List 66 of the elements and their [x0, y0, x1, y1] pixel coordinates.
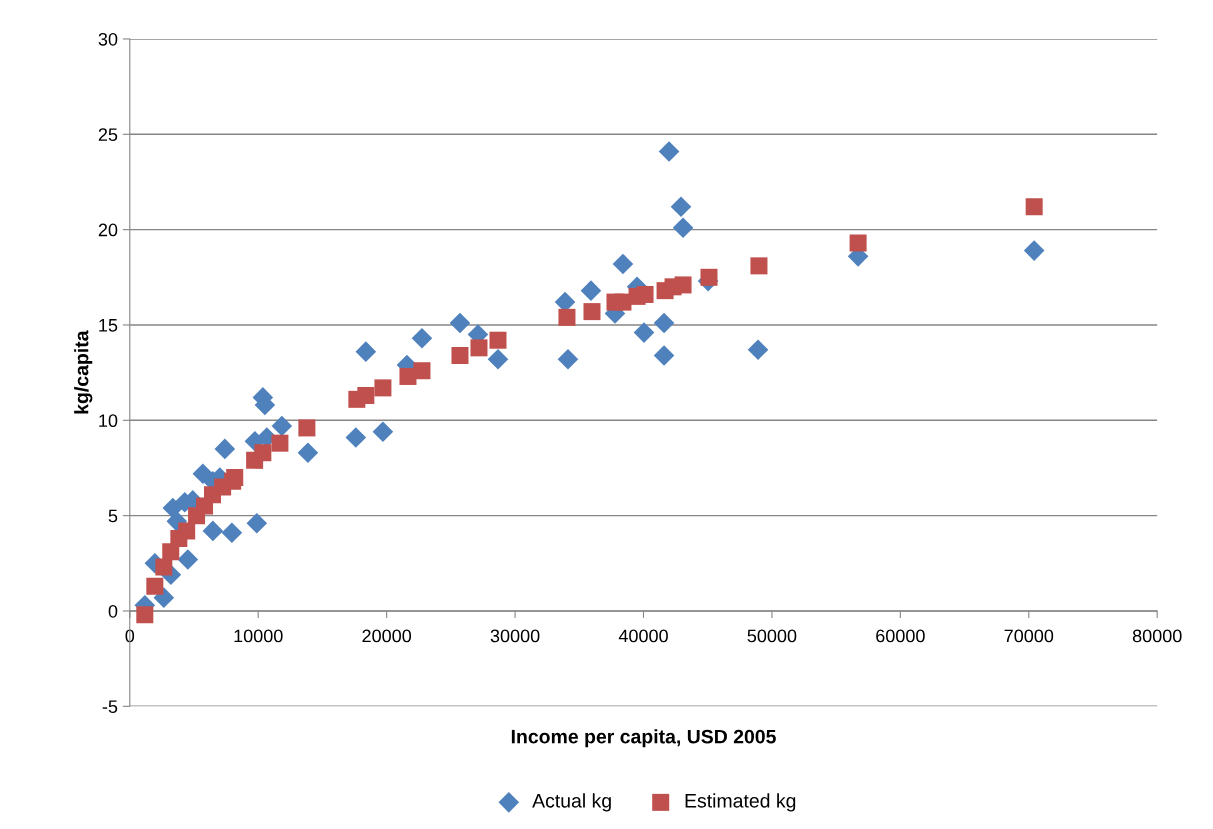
point: [136, 606, 154, 624]
point: [658, 141, 680, 162]
point: [849, 234, 867, 252]
point: [558, 308, 576, 326]
point: [177, 549, 199, 570]
point: [670, 196, 692, 218]
point: [202, 520, 224, 542]
x-tick-label: 30000: [490, 629, 540, 643]
point: [155, 558, 173, 576]
point: [372, 421, 394, 443]
point: [470, 339, 488, 357]
y-tick-label: 0: [108, 604, 118, 618]
y-tick-label: 5: [108, 509, 118, 523]
x-axis-title: Income per capita, USD 2005: [511, 729, 776, 748]
point: [413, 362, 431, 380]
y-tick-label: 20: [98, 223, 118, 237]
point: [747, 339, 769, 361]
x-tick-label: 0: [125, 629, 135, 643]
point: [674, 276, 692, 294]
point: [583, 303, 601, 321]
y-tick-label: -5: [102, 700, 118, 714]
point: [271, 434, 289, 452]
x-tick-label: 10000: [234, 629, 283, 643]
point: [700, 268, 718, 286]
point: [612, 253, 634, 275]
point: [750, 257, 768, 275]
point: [146, 577, 164, 595]
point: [355, 341, 377, 362]
point: [254, 444, 272, 462]
point: [411, 328, 433, 349]
x-tick-label: 20000: [362, 629, 412, 643]
point: [451, 346, 469, 364]
point: [580, 280, 602, 301]
point: [297, 442, 319, 464]
point: [489, 331, 507, 349]
y-tick-label: 30: [98, 32, 118, 46]
point: [1025, 198, 1043, 216]
point: [298, 419, 316, 437]
y-tick-label: 10: [99, 414, 118, 428]
point: [1023, 240, 1045, 261]
y-axis-title: kg/capita: [74, 330, 93, 414]
point: [636, 285, 654, 303]
point: [487, 348, 509, 370]
x-tick-label: 80000: [1132, 629, 1182, 643]
point: [221, 522, 243, 544]
y-tick-label: 15: [99, 319, 118, 332]
point: [449, 312, 471, 334]
point: [357, 387, 375, 405]
point: [214, 438, 236, 460]
point: [633, 322, 655, 343]
x-tick-label: 70000: [1004, 629, 1054, 643]
point: [246, 512, 268, 534]
point: [345, 427, 367, 448]
legend-label: Actual kg: [532, 793, 611, 812]
legend-label: Estimated kg: [685, 793, 796, 812]
point: [653, 312, 675, 334]
point: [178, 522, 196, 540]
point: [271, 415, 293, 437]
x-tick-label: 60000: [876, 629, 925, 643]
point: [557, 348, 579, 370]
point: [374, 379, 392, 397]
point: [672, 217, 694, 239]
y-tick-label: 25: [98, 128, 118, 142]
x-tick-label: 50000: [747, 629, 797, 643]
point: [653, 345, 675, 366]
x-tick-label: 40000: [618, 629, 668, 643]
